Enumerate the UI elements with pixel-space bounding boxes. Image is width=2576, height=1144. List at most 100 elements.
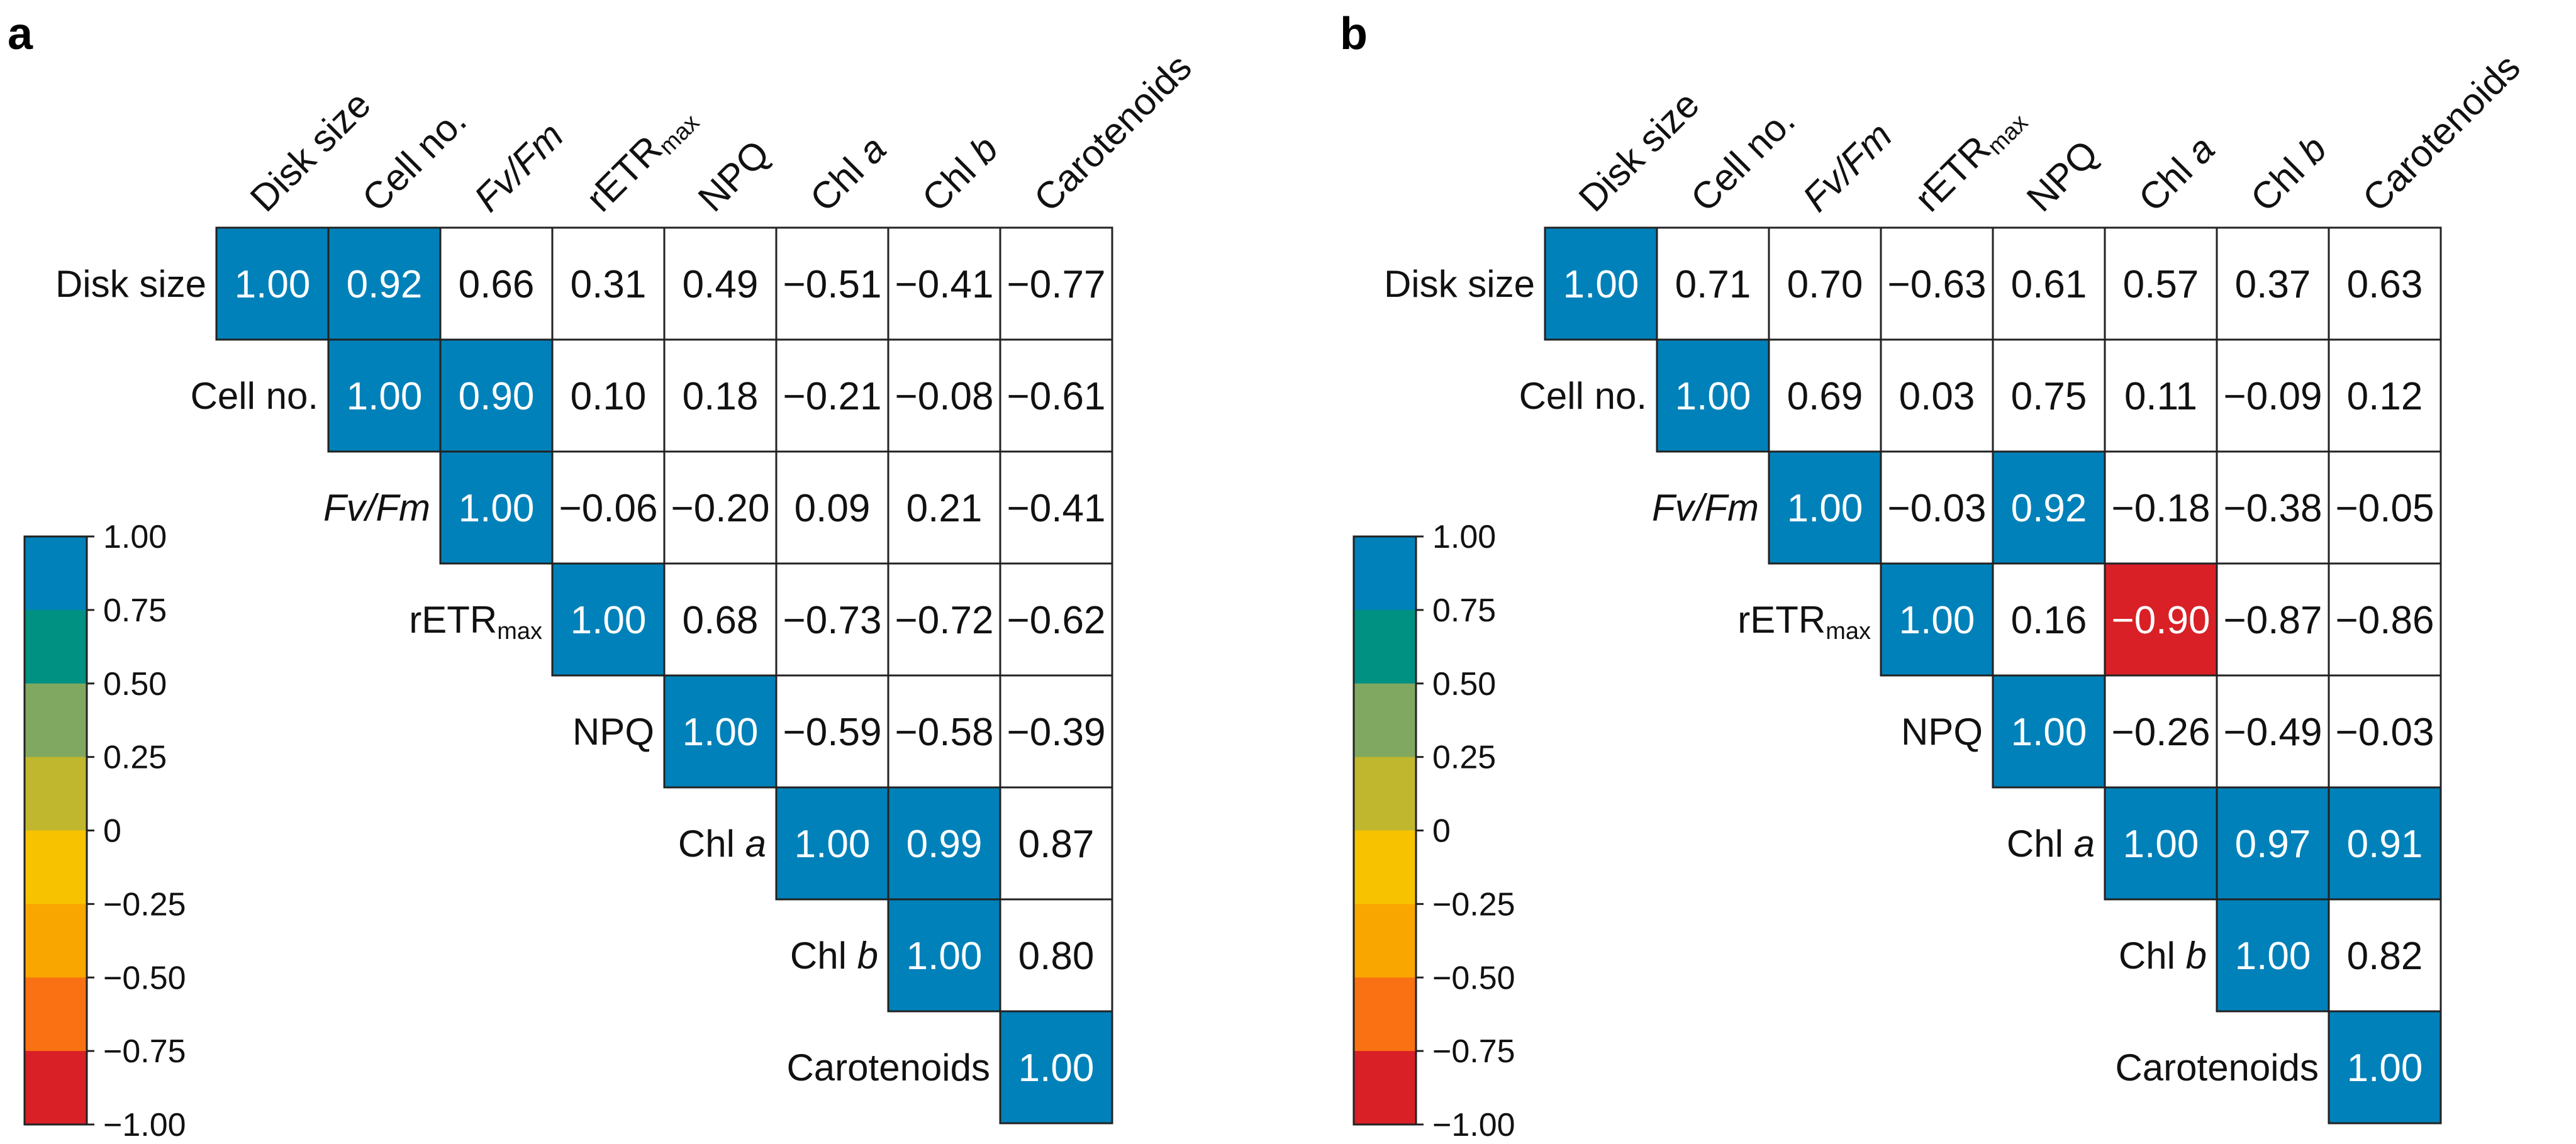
cell-value: 0.82 (2347, 935, 2423, 978)
cell-value: 0.63 (2347, 263, 2423, 306)
cell-value: 1.00 (1675, 375, 1751, 418)
colorbar-tick-label: 1.00 (1432, 519, 1496, 555)
colorbar-band (1354, 757, 1416, 831)
cell-value: 1.00 (2123, 823, 2199, 866)
row-label: Chl a (2007, 823, 2095, 865)
colorbar-tick-label: −0.50 (103, 960, 186, 996)
colorbar-band (25, 977, 87, 1052)
cell-value: 1.00 (1787, 487, 1863, 530)
heatmap-cell (887, 338, 1001, 453)
heatmap-cell (887, 674, 1001, 789)
cell-value: 1.00 (459, 487, 535, 530)
colorbar-band (1354, 536, 1416, 611)
heatmap-cell (663, 562, 778, 677)
colorbar-tick-label: 0.25 (103, 740, 167, 776)
colorbar-tick-label: 0.75 (1432, 592, 1496, 629)
cell-value: 1.00 (571, 599, 647, 642)
cell-value: 1.00 (2011, 711, 2087, 754)
heatmap-cell (775, 674, 889, 789)
cell-value: 1.00 (2347, 1047, 2423, 1090)
cell-value: −0.03 (1888, 487, 1987, 530)
cell-value: −0.59 (783, 711, 882, 754)
heatmap-cell (1992, 674, 2106, 789)
heatmap-cell (2104, 450, 2218, 565)
cell-value: −0.49 (2224, 711, 2322, 754)
heatmap-cell (887, 898, 1001, 1013)
heatmap-cell (1768, 226, 1882, 341)
heatmap-cell (775, 786, 889, 901)
cell-value: −0.63 (1888, 263, 1987, 306)
colorbar-tick-label: −0.75 (103, 1033, 186, 1070)
cell-value: −0.61 (1007, 375, 1106, 418)
row-label: Chl b (790, 935, 878, 977)
cell-value: 1.00 (683, 711, 759, 754)
cell-value: 0.92 (2011, 487, 2087, 530)
heatmap-cell (887, 786, 1001, 901)
cell-value: −0.87 (2224, 599, 2322, 642)
heatmap-cell (327, 338, 442, 453)
cell-value: 0.31 (571, 263, 647, 306)
cell-value: −0.51 (783, 263, 882, 306)
heatmap-cell (1656, 226, 1770, 341)
colorbar-tick-label: −0.25 (1432, 886, 1515, 923)
colorbar-band (25, 830, 87, 904)
row-label: Disk size (55, 263, 206, 305)
cell-value: 0.71 (1675, 263, 1751, 306)
cell-value: −0.41 (895, 263, 994, 306)
heatmap-cell (2328, 1010, 2442, 1125)
cell-value: 0.69 (1787, 375, 1863, 418)
cell-value: 0.68 (683, 599, 759, 642)
cell-value: 0.16 (2011, 599, 2087, 642)
cell-value: 0.97 (2235, 823, 2311, 866)
cell-value: 0.09 (795, 487, 871, 530)
cell-value: −0.39 (1007, 711, 1106, 754)
heatmap-cell (775, 226, 889, 341)
heatmap-cell (1992, 450, 2106, 565)
colorbar-tick-label: −0.25 (103, 886, 186, 923)
colorbar-tick-label: 0.25 (1432, 740, 1496, 776)
cell-value: 1.00 (235, 263, 311, 306)
cell-value: 1.00 (1899, 599, 1975, 642)
cell-value: 1.00 (1563, 263, 1639, 306)
heatmap-cell (2104, 786, 2218, 901)
cell-value: 0.70 (1787, 263, 1863, 306)
cell-value: 0.12 (2347, 375, 2423, 418)
cell-value: −0.05 (2336, 487, 2434, 530)
heatmap-cell (1880, 338, 1994, 453)
heatmap-cell (551, 450, 666, 565)
cell-value: 0.49 (683, 263, 759, 306)
heatmap-cell (2216, 898, 2330, 1013)
colorbar-band (25, 904, 87, 978)
cell-value: −0.03 (2336, 711, 2434, 754)
colorbar-tick-label: 0 (1432, 813, 1451, 850)
colorbar-band (1354, 904, 1416, 978)
heatmap-cell (2216, 562, 2330, 677)
cell-value: −0.06 (559, 487, 658, 530)
cell-value: 0.92 (347, 263, 423, 306)
row-label: Carotenoids (786, 1047, 990, 1089)
row-label: rETRmax (1737, 599, 1871, 645)
cell-value: 0.90 (459, 375, 535, 418)
heatmap-cell (2104, 226, 2218, 341)
cell-value: −0.86 (2336, 599, 2434, 642)
cell-value: 0.10 (571, 375, 647, 418)
cell-value: 0.57 (2123, 263, 2199, 306)
colorbar-band (1354, 609, 1416, 684)
cell-value: 0.80 (1018, 935, 1095, 978)
cell-value: −0.08 (895, 375, 994, 418)
row-label: Cell no. (191, 375, 318, 417)
cell-value: −0.77 (1007, 263, 1106, 306)
heatmap-cell (999, 450, 1113, 565)
heatmap-cell (1880, 450, 1994, 565)
colorbar-band (25, 757, 87, 831)
panel-letter-a: a (8, 9, 33, 59)
heatmap-cell (327, 226, 442, 341)
heatmap-cell (1768, 338, 1882, 453)
cell-value: 1.00 (906, 935, 983, 978)
cell-value: 1.00 (795, 823, 871, 866)
cell-value: 0.99 (906, 823, 983, 866)
heatmap-cell (2328, 226, 2442, 341)
heatmap-cell (1992, 226, 2106, 341)
row-label: NPQ (572, 711, 654, 753)
heatmap-cell (2216, 226, 2330, 341)
